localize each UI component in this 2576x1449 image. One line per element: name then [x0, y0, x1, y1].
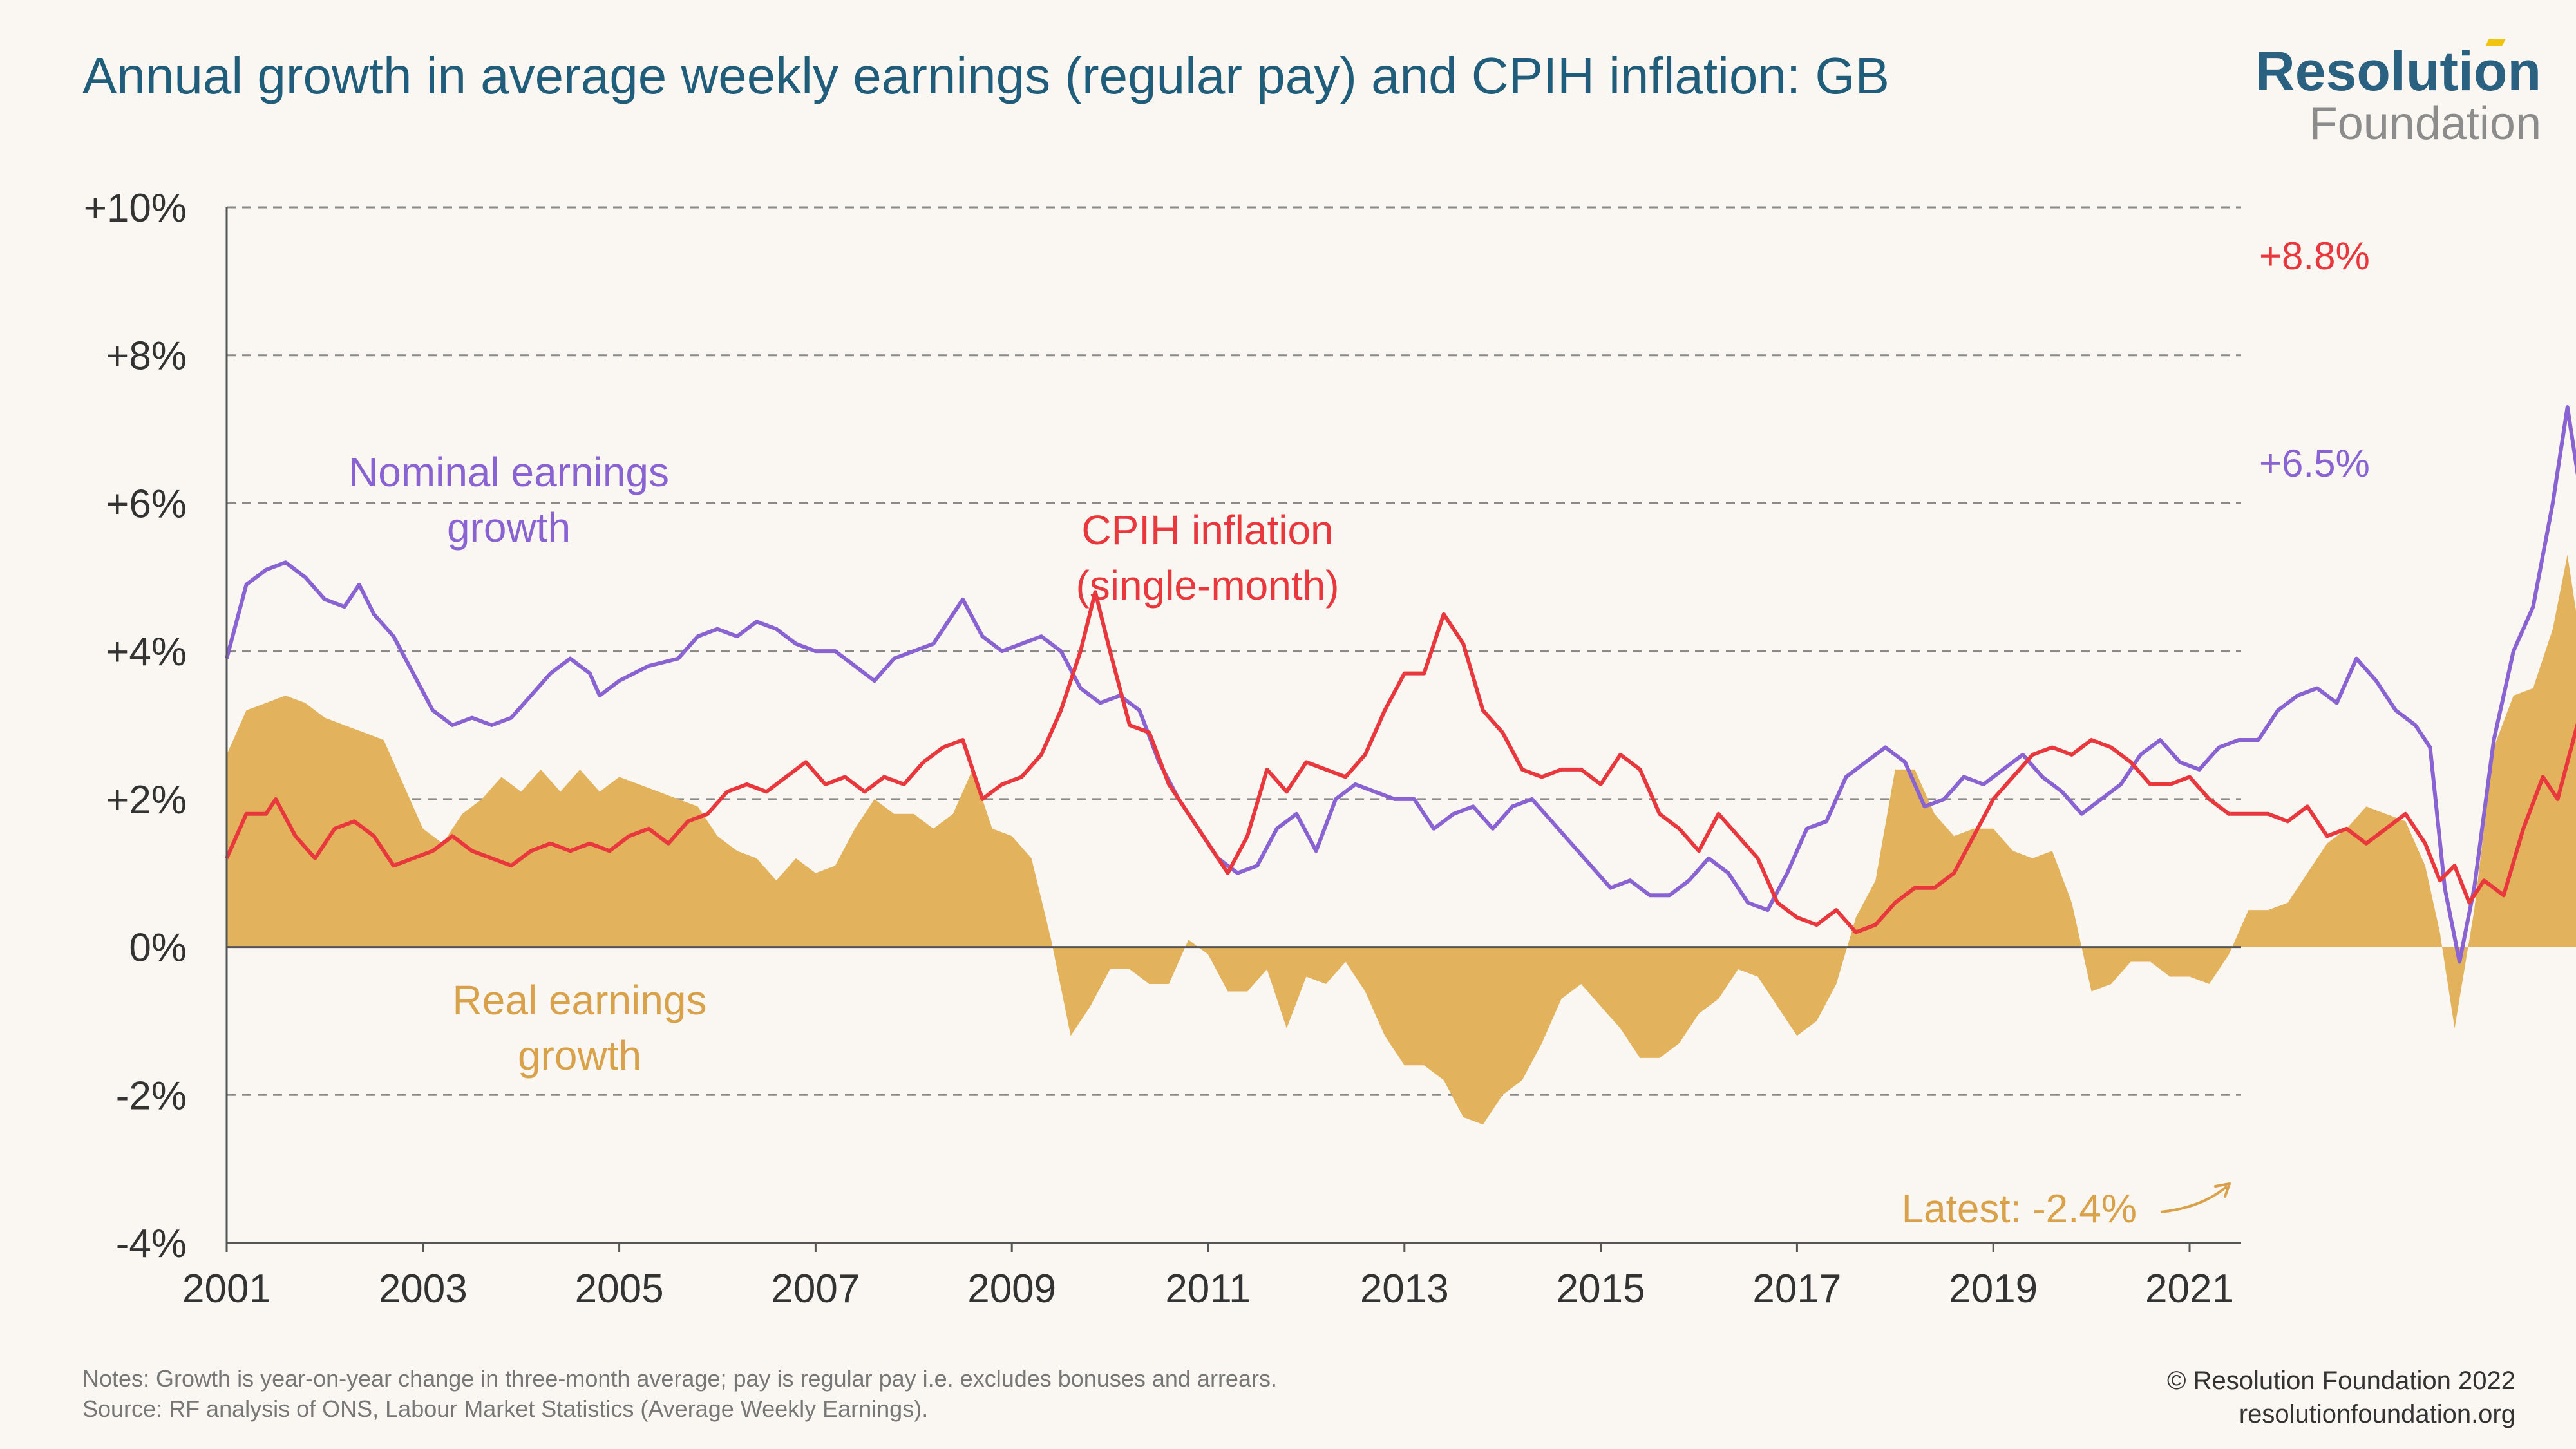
latest-arrow	[2160, 1185, 2228, 1213]
x-tick-label: 2015	[1557, 1267, 1645, 1311]
copyright-text: © Resolution Foundation 2022	[2167, 1367, 2515, 1395]
y-tick-label: -4%	[116, 1222, 187, 1266]
y-tick-label: +2%	[106, 778, 187, 822]
real-earnings-label: growth	[518, 1032, 641, 1079]
cpih-line	[225, 590, 2576, 934]
logo-wordmark-top: Resolution	[2255, 39, 2541, 99]
latest-arrow-head	[2214, 1182, 2231, 1198]
axes: -4% -2% 0% +2% +4% +6% +8% +10% 2001 2003 2005 2007…	[84, 186, 2241, 1311]
x-tick-label: 2021	[2145, 1267, 2234, 1311]
x-tick-label: 2009	[967, 1267, 1056, 1311]
x-tick-label: 2005	[575, 1267, 664, 1311]
real-earnings-area	[227, 554, 2576, 1125]
nominal-end-value: +6.5%	[2259, 442, 2370, 485]
x-tick-label: 2017	[1752, 1267, 1841, 1311]
x-tick-label: 2007	[771, 1267, 860, 1311]
y-tick-label: +6%	[106, 482, 187, 526]
cpih-end-value: +8.8%	[2259, 234, 2370, 278]
notes-line: Notes: Growth is year-on-year change in …	[82, 1365, 1277, 1392]
y-tick-label: +10%	[84, 186, 187, 231]
notes-block: Notes: Growth is year-on-year change in …	[82, 1364, 1277, 1425]
latest-value-label: Latest: -2.4%	[1902, 1187, 2137, 1231]
x-tick-label: 2003	[379, 1267, 468, 1311]
logo-wordmark-bottom: Foundation	[2309, 98, 2541, 149]
y-tick-label: 0%	[129, 926, 187, 971]
y-tick-label: +8%	[106, 334, 187, 379]
x-tick-label: 2013	[1360, 1267, 1449, 1311]
real-earnings-area-shape	[227, 554, 2576, 1125]
chart-title: Annual growth in average weekly earnings…	[82, 47, 1889, 104]
y-tick-label: +4%	[106, 630, 187, 674]
cpih-inflation-label: CPIH inflation	[1081, 507, 1333, 553]
x-tick-label: 2001	[182, 1267, 271, 1311]
real-earnings-label: Real earnings	[453, 977, 707, 1023]
gridlines	[227, 206, 2241, 1244]
annotations: Nominal earnings growth CPIH inflation (sin…	[348, 234, 2370, 1231]
website-text: resolutionfoundation.org	[2239, 1400, 2515, 1428]
credits-block: © Resolution Foundation 2022 resolutionf…	[2167, 1364, 2515, 1431]
x-tick-label: 2011	[1165, 1267, 1251, 1311]
source-line: Source: RF analysis of ONS, Labour Marke…	[82, 1395, 929, 1422]
series-lines	[225, 405, 2576, 964]
x-tick-label: 2019	[1949, 1267, 2038, 1311]
nominal-earnings-label: Nominal earnings	[348, 449, 669, 495]
nominal-earnings-label: growth	[447, 504, 571, 551]
nominal-line	[225, 405, 2576, 964]
cpih-inflation-label: (single-month)	[1075, 562, 1339, 609]
y-tick-label: -2%	[116, 1074, 187, 1118]
brand-logo: Resolution Foundation	[2255, 39, 2541, 149]
